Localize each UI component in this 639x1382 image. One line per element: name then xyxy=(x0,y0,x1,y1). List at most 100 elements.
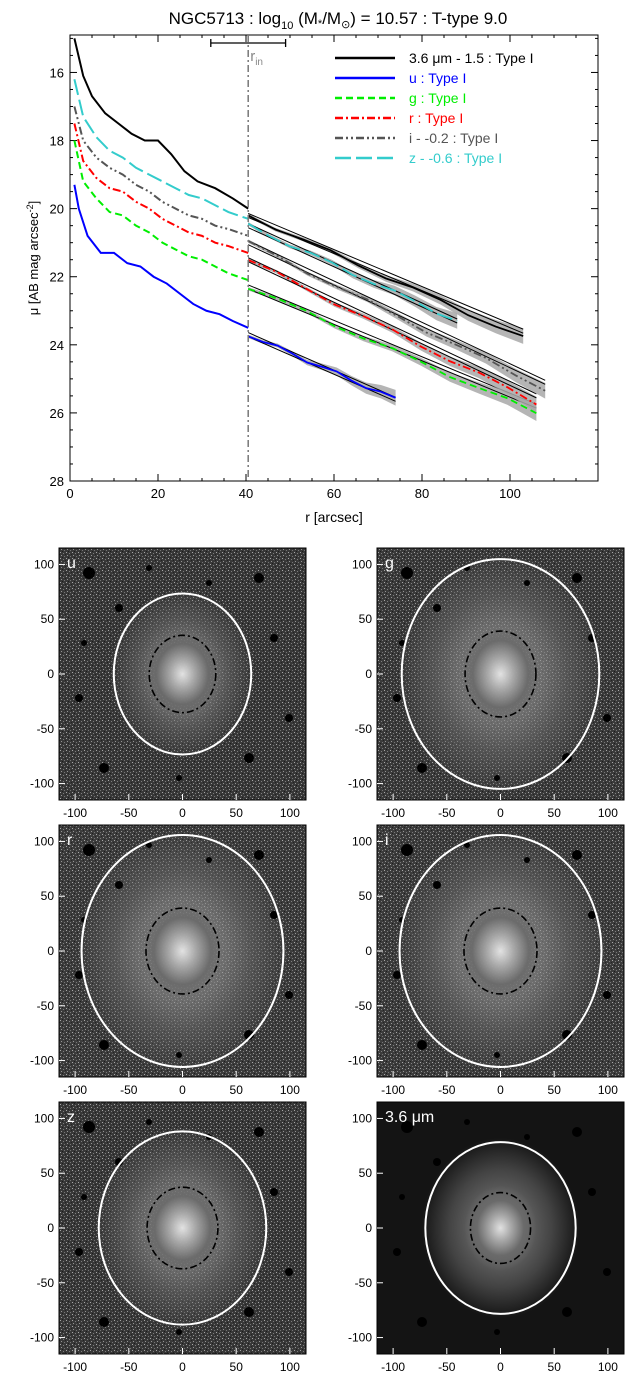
star-mask xyxy=(494,1052,500,1058)
star-mask xyxy=(81,640,87,646)
star-mask xyxy=(572,573,582,583)
inner-ellipse xyxy=(146,1186,219,1270)
panel-label-band: g xyxy=(385,555,394,572)
y-axis-label: μ [AB mag arcsec-2] xyxy=(25,201,41,316)
star-mask xyxy=(464,1119,470,1125)
star-mask xyxy=(99,1040,109,1050)
series-line xyxy=(73,123,249,254)
y-tick-label: -50 xyxy=(37,722,55,736)
panel-label-band: z xyxy=(67,1109,75,1126)
y-tick-label: -50 xyxy=(37,1276,55,1290)
star-mask xyxy=(603,991,611,999)
y-tick-label: 0 xyxy=(47,1221,54,1235)
star-mask xyxy=(99,1317,109,1327)
chart-title-part: /M xyxy=(322,9,341,28)
chart-title-part: ) = 10.57 : T-type 9.0 xyxy=(350,9,507,28)
star-mask xyxy=(244,1307,254,1317)
star-mask xyxy=(254,850,264,860)
x-tick-label: -50 xyxy=(120,1083,138,1097)
x-tick-label: 0 xyxy=(497,1360,504,1374)
fit-line xyxy=(247,240,546,381)
x-tick-label: -50 xyxy=(120,806,138,820)
star-mask xyxy=(401,567,413,579)
x-tick-label: 100 xyxy=(598,1360,618,1374)
star-mask xyxy=(285,991,293,999)
rin-label-sub: in xyxy=(255,57,263,68)
y-axis-label-sup: -2 xyxy=(25,204,35,212)
image-panel-4: i -100 -50 0 50 100 100 50 0 -50 -100 xyxy=(348,824,625,1097)
star-mask xyxy=(146,565,152,571)
star-mask xyxy=(146,842,152,848)
star-mask xyxy=(83,844,95,856)
profile-error-band xyxy=(248,287,537,422)
x-axis-label: r [arcsec] xyxy=(305,509,363,525)
star-mask xyxy=(285,714,293,722)
panel-label: 3.6 μm xyxy=(385,1109,434,1126)
y-tick-label: 50 xyxy=(359,612,373,626)
y-tick-label: 100 xyxy=(34,557,54,571)
outer-ellipse xyxy=(97,1130,268,1326)
panel-label: i xyxy=(385,832,389,849)
galaxy-core xyxy=(138,899,227,1003)
x-tick-label: 50 xyxy=(230,1360,244,1374)
y-tick-label: 0 xyxy=(365,944,372,958)
x-tick-label: 100 xyxy=(280,806,300,820)
panel-label-unit: μm xyxy=(412,1109,435,1126)
star-mask xyxy=(494,775,500,781)
chart-title-sub: 10 xyxy=(281,20,293,32)
x-tick-label: 100 xyxy=(280,1360,300,1374)
x-tick-label: -100 xyxy=(63,1083,87,1097)
star-mask xyxy=(417,1317,427,1327)
x-tick-label: 20 xyxy=(151,486,165,501)
star-mask xyxy=(401,844,413,856)
star-mask xyxy=(417,1040,427,1050)
series-line-outer xyxy=(247,287,537,415)
series-line-outer xyxy=(247,335,396,399)
x-tick-label: 0 xyxy=(66,486,73,501)
y-tick-label: 16 xyxy=(50,65,64,80)
outer-ellipse xyxy=(400,558,601,790)
x-tick-label: -50 xyxy=(438,1083,456,1097)
legend-label: r : Type I xyxy=(409,110,463,126)
y-tick-label: -100 xyxy=(348,1331,372,1345)
image-panel-3: r -100 -50 0 50 100 100 50 0 -50 -100 xyxy=(30,824,307,1097)
star-mask xyxy=(176,1052,182,1058)
series-line-outer xyxy=(247,214,524,337)
y-tick-label: -100 xyxy=(30,1054,54,1068)
inner-ellipse xyxy=(464,630,537,718)
y-tick-label: -50 xyxy=(37,999,55,1013)
star-mask xyxy=(81,1194,87,1200)
star-mask xyxy=(433,881,441,889)
y-tick-label: 50 xyxy=(41,612,55,626)
panel-label-band: i xyxy=(385,832,389,849)
star-mask xyxy=(562,1030,572,1040)
star-mask xyxy=(75,971,83,979)
series-line-outer xyxy=(247,222,458,322)
y-tick-label: -50 xyxy=(355,1276,373,1290)
y-tick-label: 0 xyxy=(47,667,54,681)
y-tick-label: -100 xyxy=(30,777,54,791)
x-tick-label: 80 xyxy=(415,486,429,501)
x-tick-label: -100 xyxy=(381,1360,405,1374)
y-tick-label: 0 xyxy=(365,667,372,681)
star-mask xyxy=(433,604,441,612)
x-tick-label: 0 xyxy=(179,1360,186,1374)
x-tick-label: 50 xyxy=(548,806,562,820)
star-mask xyxy=(572,850,582,860)
x-tick-label: 100 xyxy=(598,806,618,820)
image-panels: u -100 -50 0 50 100 100 50 0 -50 -100 g -100 -50 0 50 10… xyxy=(30,547,625,1374)
inner-ellipse xyxy=(463,907,538,995)
star-mask xyxy=(254,1127,264,1137)
series-line xyxy=(73,79,249,220)
star-mask xyxy=(75,694,83,702)
star-mask xyxy=(254,573,264,583)
fit-line xyxy=(247,336,396,402)
x-tick-label: 0 xyxy=(179,806,186,820)
inner-ellipse xyxy=(145,907,220,995)
image-panel-1: u -100 -50 0 50 100 100 50 0 -50 -100 xyxy=(30,547,307,820)
star-mask xyxy=(524,857,530,863)
star-mask xyxy=(562,1307,572,1317)
star-mask xyxy=(270,1188,278,1196)
x-tick-label: -100 xyxy=(63,806,87,820)
